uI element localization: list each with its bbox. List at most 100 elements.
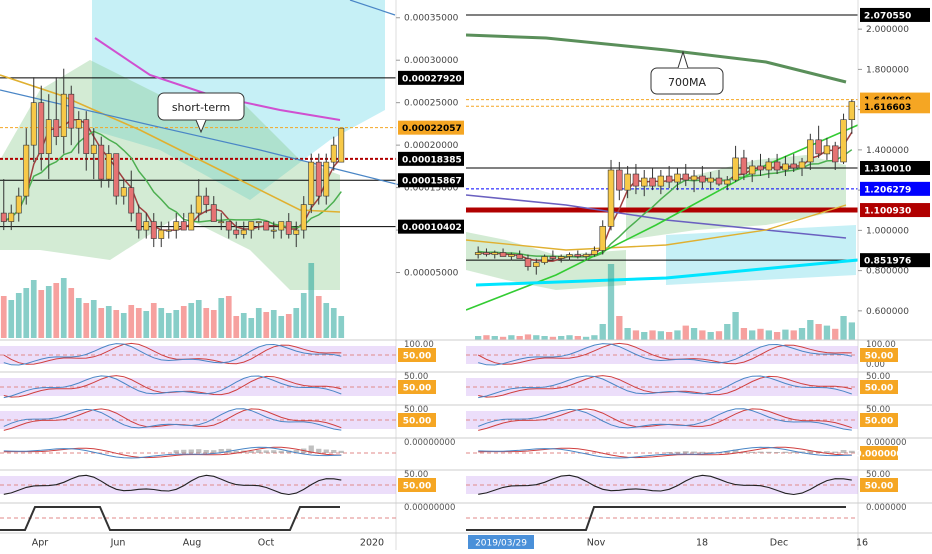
price-tick-label: 0.00020000 <box>404 141 459 151</box>
green-cloud-2 <box>626 155 846 240</box>
level-label: 1.100930 <box>864 207 911 217</box>
indicator-badge-bg <box>398 413 436 427</box>
histogram-bar <box>271 450 277 453</box>
indicator-axis-label: 0.00000000 <box>404 438 455 448</box>
volume-bar <box>330 308 337 338</box>
volume-bar <box>665 332 673 340</box>
candle-body <box>240 229 247 235</box>
volume-bar <box>682 325 689 340</box>
candle-body <box>773 161 781 171</box>
candle-body <box>541 256 548 263</box>
candle-body <box>135 212 142 231</box>
candle-body <box>840 119 847 163</box>
candle-body <box>203 195 210 205</box>
volume-bar <box>68 288 75 338</box>
histogram-bar <box>774 452 781 453</box>
volume-bar <box>607 264 615 340</box>
histogram-bar <box>196 449 202 453</box>
cyan-cloud <box>666 225 856 285</box>
time-axis-label: Aug <box>183 538 202 549</box>
candle-body <box>674 173 681 183</box>
volume-bar <box>315 296 322 338</box>
date-highlight-bg <box>468 535 534 549</box>
histogram-bar <box>316 448 322 453</box>
histogram-bar <box>824 451 830 453</box>
volume-bar <box>23 288 30 338</box>
histogram-bar <box>203 450 209 453</box>
indicator-badge: 50.00 <box>403 417 431 427</box>
candle-body <box>657 175 665 187</box>
volume-bar <box>823 325 831 340</box>
candle-body <box>210 204 217 222</box>
volume-bar <box>285 314 292 338</box>
histogram-bar <box>840 450 847 453</box>
volume-bar <box>657 331 665 340</box>
candle-body <box>765 161 773 171</box>
candle-body <box>128 187 135 214</box>
trend-line-cyan <box>475 258 859 287</box>
volume-bar <box>188 303 195 338</box>
indicator-line-red <box>3 342 342 365</box>
volume-bar <box>195 300 202 338</box>
candle-body <box>90 144 97 154</box>
volume-bar <box>0 296 7 338</box>
indicator-line-red <box>3 446 342 459</box>
time-axis-label: 2019/03/29 <box>475 539 527 549</box>
volume-bar <box>641 332 648 340</box>
candle-body <box>15 195 22 214</box>
histogram-bar <box>218 449 224 453</box>
volume-bar <box>848 322 856 340</box>
histogram-bar <box>173 450 179 453</box>
histogram-bar <box>699 451 706 453</box>
level-label: 0.00027920 <box>402 74 462 84</box>
level-label: 0.00018385 <box>402 155 462 165</box>
volume-bar <box>300 293 307 338</box>
candle-body <box>748 165 756 175</box>
price-tick-label: 0.600000 <box>866 307 909 317</box>
trend-line-blue-2 <box>349 0 396 16</box>
level-label-bg <box>398 120 464 135</box>
candle-body <box>665 175 673 183</box>
volume-bar <box>624 328 631 340</box>
histogram-bar <box>691 451 697 453</box>
candle-body <box>53 119 60 137</box>
indicator-badge-bg <box>398 348 436 362</box>
volume-bar <box>707 332 714 340</box>
price-tick-label: 0.00005000 <box>404 269 459 279</box>
candle-body <box>707 177 714 183</box>
indicator-badge-bg <box>860 413 898 427</box>
volume-bar <box>757 328 764 340</box>
time-axis-label: Nov <box>587 538 606 549</box>
volume-bar <box>582 336 590 340</box>
volume-bar <box>210 310 217 338</box>
candle-body <box>807 139 814 163</box>
histogram-bar <box>338 450 344 453</box>
indicator-badge: 50.00 <box>403 482 431 492</box>
volume-bar <box>483 335 490 340</box>
level-label-bg <box>860 160 930 175</box>
histogram-bar <box>293 450 299 453</box>
price-tick-label: 0.800000 <box>866 267 909 277</box>
signal-step-line <box>466 506 846 531</box>
candle-body <box>641 177 648 187</box>
candle-body <box>293 229 300 235</box>
right-chart-svg[interactable]: 2.0000001.8000001.6000001.4000001.200000… <box>465 0 932 550</box>
candle-body <box>285 221 292 235</box>
volume-bar <box>308 263 315 338</box>
indicator-line-blue <box>3 446 342 459</box>
left-chart-svg[interactable]: 0.00035000 0.00030000 0.00025000 0.00020000… <box>0 0 466 550</box>
annotation-text: 700MA <box>668 76 706 89</box>
indicator-badge-bg <box>860 478 898 492</box>
candle-body <box>38 102 45 154</box>
volume-bar <box>180 306 187 338</box>
level-label-bg <box>398 173 464 188</box>
histogram-bar <box>782 451 789 453</box>
moving-average-yellow <box>465 204 847 251</box>
volume-bar <box>248 318 255 338</box>
signal-step-line <box>0 506 340 531</box>
volume-bar <box>263 312 270 338</box>
indicator-axis-label: 50.00 <box>404 405 428 415</box>
indicator-axis-label: 50.00 <box>404 470 428 480</box>
indicator-badge: 50.00 <box>403 384 431 394</box>
price-tick-label: 0.00025000 <box>404 99 459 109</box>
